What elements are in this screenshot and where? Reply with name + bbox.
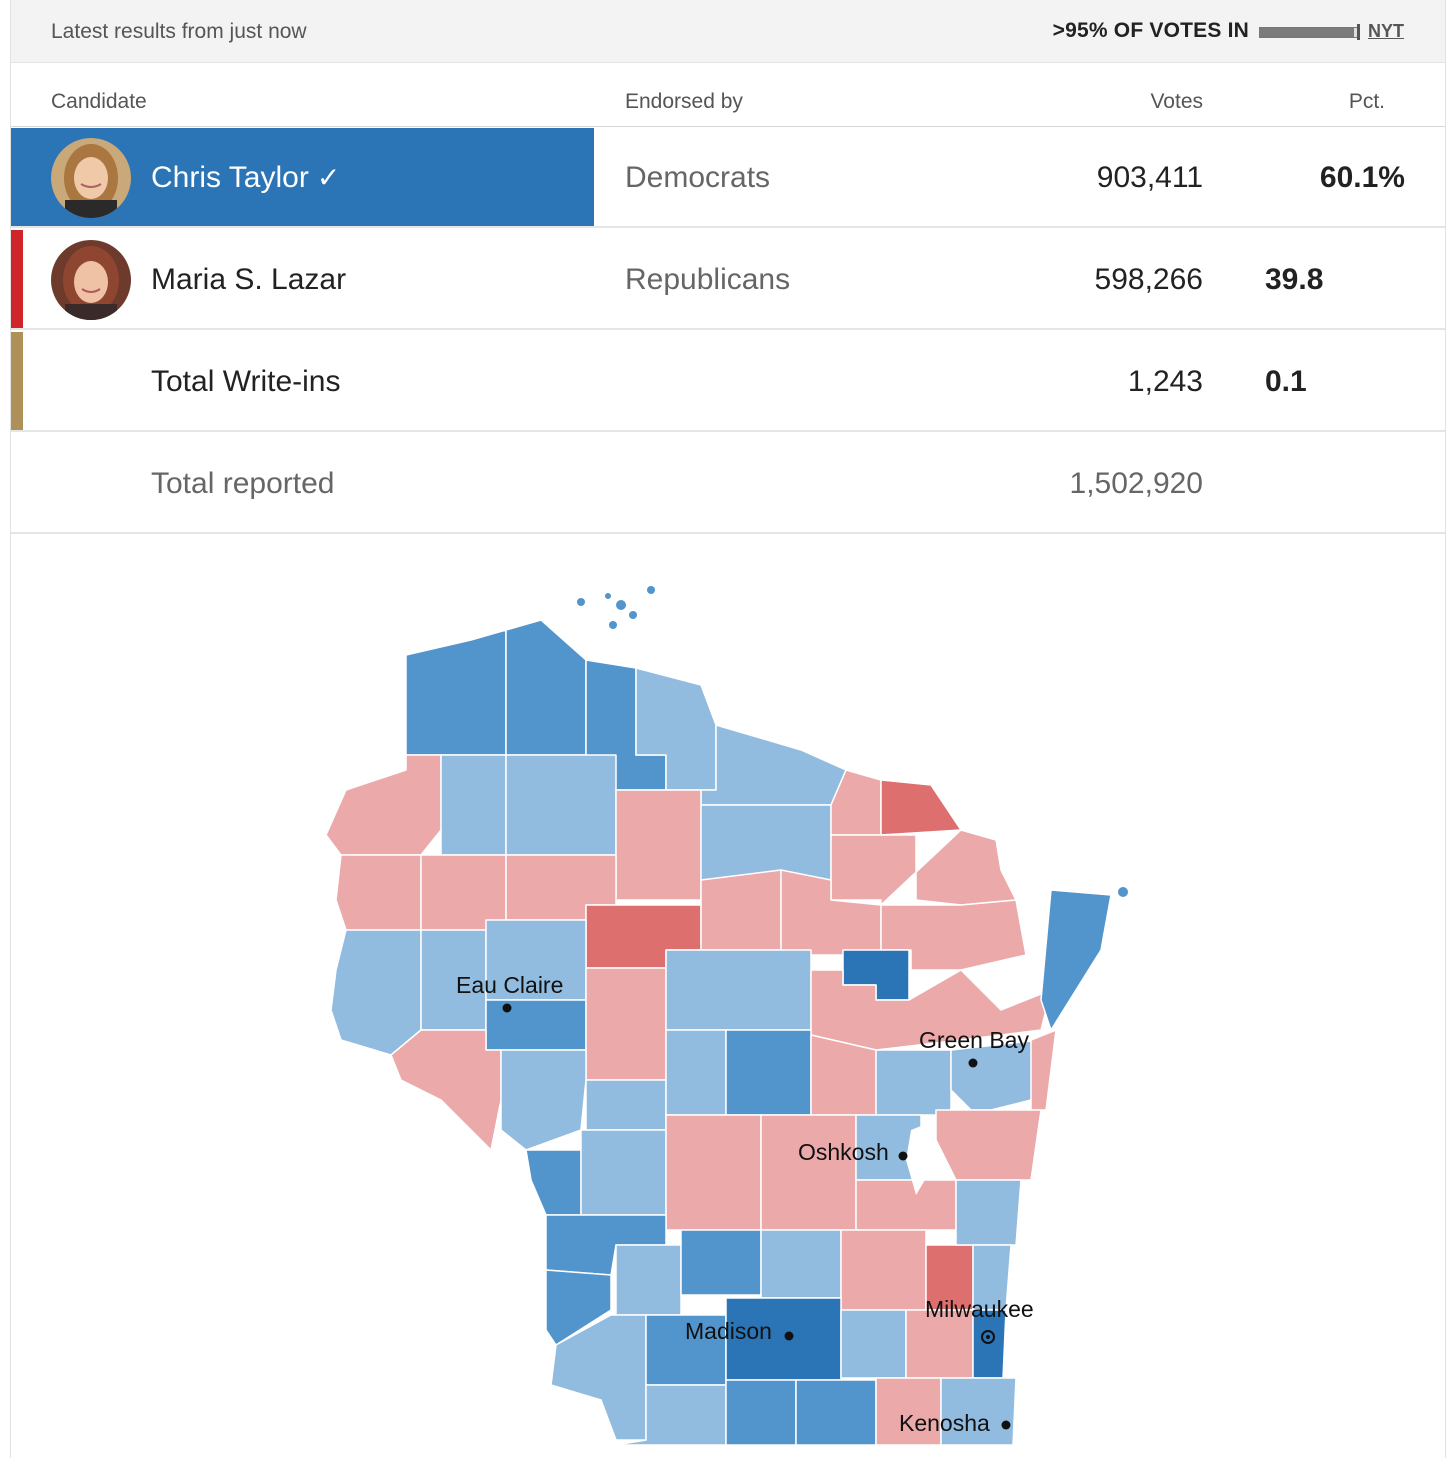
county-region xyxy=(795,1379,877,1446)
status-bar: Latest results from just now >95% OF VOT… xyxy=(11,0,1445,63)
county-region xyxy=(810,969,1052,1051)
candidate-name: Maria S. Lazar xyxy=(151,263,347,296)
county-region xyxy=(485,999,587,1051)
county-map: Eau Claire Green Bay Oshkosh Madison Mil… xyxy=(325,586,1128,1446)
county-region xyxy=(440,754,507,856)
county-region xyxy=(500,1049,587,1151)
county-region xyxy=(1040,889,1112,1031)
city-label-kenosha: Kenosha xyxy=(899,1410,990,1436)
reporting-progress-bar xyxy=(1259,27,1359,38)
county-region xyxy=(525,1149,582,1216)
county-region xyxy=(585,1079,667,1131)
reporting-progress-marker xyxy=(1357,24,1360,40)
city-dot-kenosha xyxy=(1001,1420,1011,1430)
county-region xyxy=(760,1229,842,1299)
party-color-bar xyxy=(11,332,23,432)
endorsed-by: Democrats xyxy=(625,161,771,194)
city-label-green-bay: Green Bay xyxy=(919,1027,1029,1053)
county-region xyxy=(615,789,702,901)
row-divider xyxy=(11,532,1445,534)
vote-count: 598,266 xyxy=(1094,263,1203,296)
county-region xyxy=(700,869,782,951)
lake xyxy=(906,1120,936,1195)
winner-check-icon: ✓ xyxy=(316,162,341,193)
county-region xyxy=(725,1029,812,1116)
vote-count: 903,411 xyxy=(1096,161,1203,194)
county-region xyxy=(830,829,1017,906)
row-divider xyxy=(11,226,1445,228)
last-updated-text: Latest results from just now xyxy=(51,20,307,43)
county-region xyxy=(580,1129,667,1216)
county-region xyxy=(330,929,422,1056)
column-header-votes: Votes xyxy=(1150,90,1203,113)
candidate-name: Chris Taylor ✓ xyxy=(151,161,341,194)
candidate-row-lazar: Maria S. Lazar Republicans 598,266 39.8 xyxy=(11,230,1445,330)
county-region xyxy=(665,1114,762,1231)
county-region xyxy=(585,967,667,1081)
county-region xyxy=(665,1029,727,1116)
city-label-oshkosh: Oshkosh xyxy=(798,1139,889,1165)
county-region xyxy=(420,854,507,931)
county-region xyxy=(550,1314,647,1441)
city-label-milwaukee: Milwaukee xyxy=(925,1296,1034,1322)
vote-percent: 39.8 xyxy=(1265,263,1324,296)
county-region xyxy=(810,1034,877,1116)
county-region xyxy=(335,854,422,931)
city-dot-milwaukee xyxy=(981,1330,995,1344)
county-region xyxy=(615,1244,682,1316)
county-region xyxy=(505,754,617,856)
header-divider xyxy=(11,126,1445,127)
total-votes: 1,502,920 xyxy=(1069,467,1203,500)
county-region xyxy=(1030,1029,1057,1111)
county-region xyxy=(880,779,962,836)
column-header-endorsed: Endorsed by xyxy=(625,90,743,113)
city-label-eau-claire: Eau Claire xyxy=(456,972,563,998)
avatar xyxy=(51,138,131,218)
city-markers: Eau Claire Green Bay Oshkosh Madison Mil… xyxy=(456,972,1034,1436)
row-divider xyxy=(11,328,1445,330)
county-region xyxy=(760,1114,857,1231)
row-divider xyxy=(11,430,1445,432)
column-header-pct: Pct. xyxy=(1348,90,1385,113)
city-dot-eau-claire xyxy=(502,1003,512,1013)
county-region xyxy=(505,619,587,756)
county-region xyxy=(855,1179,957,1231)
column-header-candidate: Candidate xyxy=(51,90,147,113)
party-color-bar xyxy=(11,230,23,330)
county-region xyxy=(390,1029,502,1151)
avatar xyxy=(51,240,131,320)
city-dot-green-bay xyxy=(968,1058,978,1068)
candidate-row-write-ins: Total Write-ins 1,243 0.1 xyxy=(11,332,1445,432)
county-region xyxy=(665,949,812,1031)
results-widget: Latest results from just now >95% OF VOT… xyxy=(10,0,1446,1458)
county-region xyxy=(700,804,832,881)
vote-percent: 60.1% xyxy=(1319,161,1405,194)
county-region xyxy=(725,1379,797,1446)
county-region xyxy=(680,1229,762,1296)
total-label: Total reported xyxy=(151,467,335,500)
vote-percent: 0.1 xyxy=(1265,365,1307,398)
county-region xyxy=(405,629,507,756)
county-region xyxy=(615,1384,727,1446)
total-row: Total reported 1,502,920 xyxy=(11,434,1445,534)
county-region xyxy=(940,1377,1017,1446)
city-dot-oshkosh xyxy=(898,1151,908,1161)
county-region xyxy=(935,1109,1042,1181)
source-link[interactable]: NYT xyxy=(1368,21,1404,41)
reporting-progress-fill xyxy=(1260,28,1355,37)
county-region xyxy=(875,1049,952,1116)
county-region xyxy=(840,1309,907,1379)
county-region xyxy=(545,1269,612,1346)
county-region xyxy=(840,1229,927,1311)
city-label-madison: Madison xyxy=(685,1318,772,1344)
endorsed-by: Republicans xyxy=(625,263,791,296)
reporting-status: >95% OF VOTES IN xyxy=(1052,19,1249,42)
vote-count: 1,243 xyxy=(1127,365,1203,398)
candidate-row-taylor: Chris Taylor ✓ Democrats 903,411 60.1% xyxy=(11,128,1445,228)
candidate-name: Total Write-ins xyxy=(151,365,341,398)
county-region xyxy=(955,1179,1022,1246)
county-region xyxy=(700,724,847,806)
county-region xyxy=(325,754,442,856)
city-dot-madison xyxy=(784,1331,794,1341)
